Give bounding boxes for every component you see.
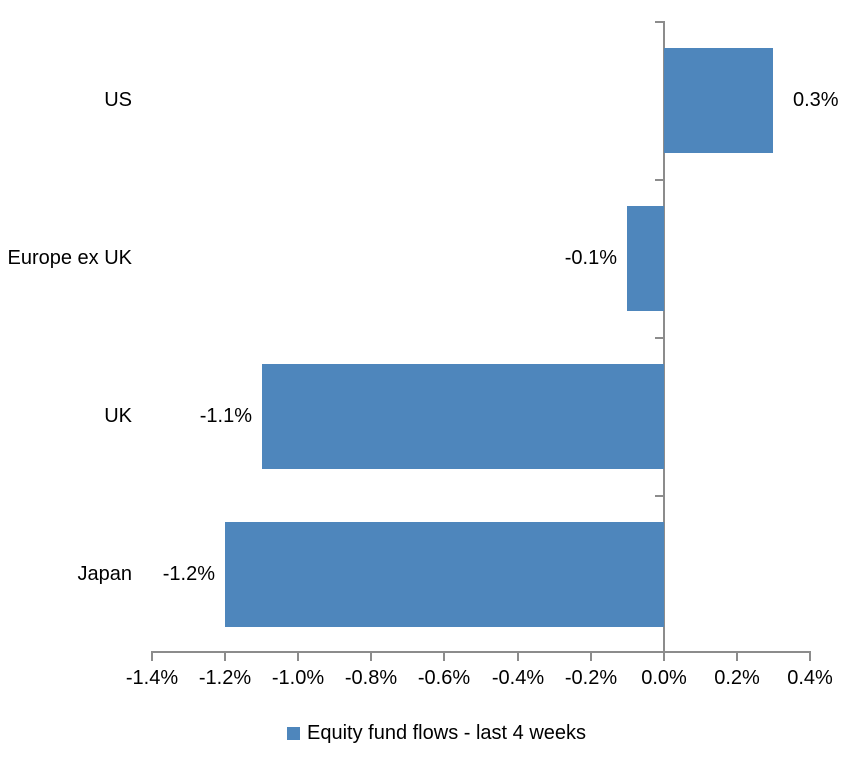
x-axis-tick-label: 0.4% [787,667,833,689]
x-axis-line [151,651,811,653]
x-axis-tick [517,651,519,661]
category-label: Japan [77,563,133,585]
legend-color-swatch-icon [287,727,300,740]
data-label: -1.1% [199,405,252,427]
x-axis-tick-label: 0.2% [714,667,760,689]
data-label: 0.3% [793,89,839,111]
y-axis-line [663,21,665,661]
data-label: -0.1% [564,247,617,269]
x-axis-tick-label: -0.6% [417,667,471,689]
y-axis-tick [655,179,663,181]
legend-label: Equity fund flows - last 4 weeks [307,722,587,744]
x-axis-tick [809,651,811,661]
x-axis-tick-label: -1.4% [125,667,179,689]
x-axis-tick [443,651,445,661]
y-axis-tick [655,21,663,23]
x-axis-tick [224,651,226,661]
category-label: UK [104,405,132,427]
y-axis-tick [655,337,663,339]
x-axis-tick-label: -1.2% [198,667,252,689]
x-axis-tick [297,651,299,661]
bar-us [664,48,773,153]
x-axis-tick [370,651,372,661]
x-axis-tick-label: 0.0% [641,667,687,689]
data-label: -1.2% [162,563,215,585]
bar-europe-ex-uk [627,206,664,311]
x-axis-tick-label: -0.4% [491,667,545,689]
x-axis-tick-label: -1.0% [271,667,325,689]
x-axis-tick-label: -0.2% [564,667,618,689]
y-axis-tick [655,495,663,497]
bar-uk [262,364,664,469]
x-axis-tick [736,651,738,661]
x-axis-tick [151,651,153,661]
category-label: US [104,89,132,111]
bar-japan [225,522,664,627]
category-label: Europe ex UK [7,247,132,269]
x-axis-tick-label: -0.8% [344,667,398,689]
x-axis-tick [590,651,592,661]
